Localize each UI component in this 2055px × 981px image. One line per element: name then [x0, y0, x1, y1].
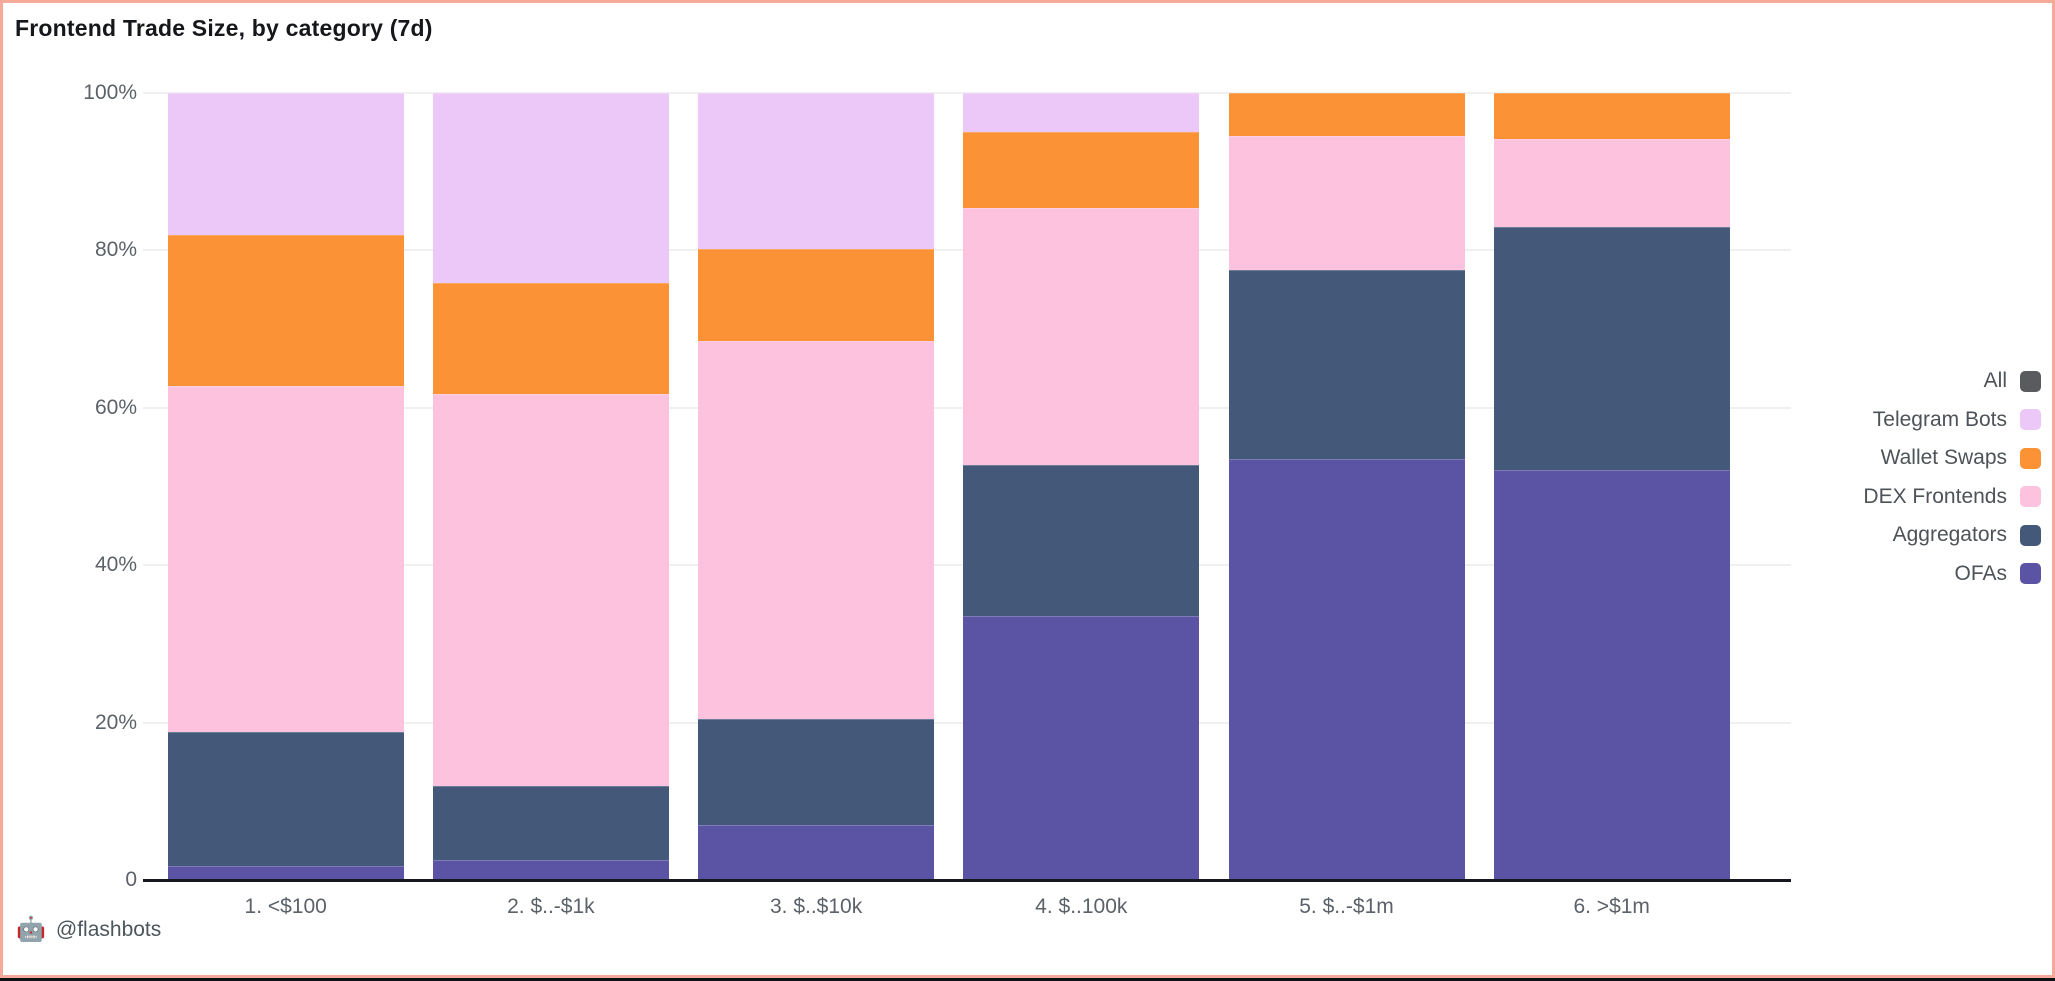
x-axis-label: 6. >$1m — [1573, 895, 1650, 918]
flashbots-robot-icon: 🤖 — [16, 916, 46, 943]
footer: 🤖 @flashbots — [16, 918, 161, 942]
bar-segment-telegram-bots-3 — [698, 93, 935, 249]
legend-swatch — [2020, 409, 2041, 431]
y-axis-tick-label: 40% — [94, 553, 137, 577]
bar-segment-dex-frontends-3 — [698, 340, 935, 720]
legend-swatch — [2020, 524, 2041, 546]
bar-segment-aggregators-5 — [1228, 270, 1465, 459]
bar-segment-dex-frontends-1 — [167, 385, 404, 733]
bar-segment-ofas-6 — [1493, 469, 1730, 880]
bar-segment-dex-frontends-6 — [1493, 138, 1730, 227]
bar-segment-dex-frontends-5 — [1228, 136, 1465, 271]
legend-label: Aggregators — [1892, 523, 2007, 547]
x-axis-label: 5. $..-$1m — [1299, 895, 1394, 918]
bar-segment-telegram-bots-1 — [167, 93, 404, 235]
bar-segment-aggregators-3 — [698, 719, 935, 825]
legend-label: OFAs — [1954, 561, 2007, 585]
bar-segment-ofas-5 — [1228, 458, 1465, 880]
bar-segment-ofas-4 — [963, 615, 1200, 880]
legend-swatch — [2020, 370, 2041, 392]
y-axis-tick-label: 100% — [83, 81, 137, 104]
legend-label: DEX Frontends — [1863, 484, 2007, 508]
legend-item-aggregators[interactable]: Aggregators — [1893, 516, 2041, 555]
bar-segment-wallet-swaps-5 — [1228, 93, 1465, 137]
x-axis-label: 4. $..100k — [1035, 895, 1128, 918]
legend-item-wallet-swaps[interactable]: Wallet Swaps — [1881, 439, 2041, 478]
footer-handle: @flashbots — [55, 918, 162, 941]
legend-item-dex-frontends[interactable]: DEX Frontends — [1863, 478, 2041, 517]
bar-segment-ofas-3 — [698, 824, 935, 880]
y-axis-tick-label: 20% — [94, 710, 137, 734]
y-axis-tick-label: 0 — [125, 868, 137, 891]
y-axis-tick-label: 60% — [94, 395, 137, 419]
bar-segment-wallet-swaps-2 — [432, 283, 669, 395]
legend-item-ofas[interactable]: OFAs — [1954, 555, 2041, 594]
bar-segment-ofas-1 — [167, 865, 404, 880]
legend-label: Wallet Swaps — [1880, 446, 2007, 470]
bar-segment-telegram-bots-2 — [432, 93, 669, 284]
legend: All Telegram Bots Wallet Swaps DEX Frontend… — [1863, 362, 2041, 593]
x-axis-label: 1. <$100 — [244, 895, 327, 918]
legend-item-telegram-bots[interactable]: Telegram Bots — [1873, 401, 2041, 440]
legend-item-all[interactable]: All — [1984, 362, 2041, 401]
bar-segment-ofas-2 — [432, 859, 669, 880]
legend-swatch — [2020, 447, 2041, 469]
bar-segment-telegram-bots-4 — [963, 93, 1200, 133]
bar-segment-aggregators-4 — [963, 465, 1200, 616]
bar-segment-aggregators-2 — [432, 785, 669, 860]
bar-segment-dex-frontends-2 — [432, 394, 669, 786]
bar-segment-aggregators-1 — [167, 732, 404, 866]
bar-segment-wallet-swaps-1 — [167, 234, 404, 386]
legend-swatch — [2020, 486, 2041, 508]
legend-label: Telegram Bots — [1872, 407, 2007, 431]
bar-segment-aggregators-6 — [1493, 226, 1730, 470]
x-axis-label: 2. $..-$1k — [507, 895, 595, 918]
bar-segment-dex-frontends-4 — [963, 207, 1200, 466]
y-axis-tick-label: 80% — [94, 238, 137, 262]
x-axis-line — [143, 879, 1791, 882]
legend-label: All — [1983, 369, 2007, 393]
chart-title: Frontend Trade Size, by category (7d) — [15, 15, 433, 41]
bar-segment-wallet-swaps-3 — [698, 248, 935, 341]
bar-segment-wallet-swaps-6 — [1493, 93, 1730, 139]
x-axis-label: 3. $..$10k — [769, 895, 863, 918]
legend-swatch — [2020, 563, 2041, 585]
window-edge — [0, 978, 2055, 981]
bar-segment-wallet-swaps-4 — [963, 132, 1200, 208]
